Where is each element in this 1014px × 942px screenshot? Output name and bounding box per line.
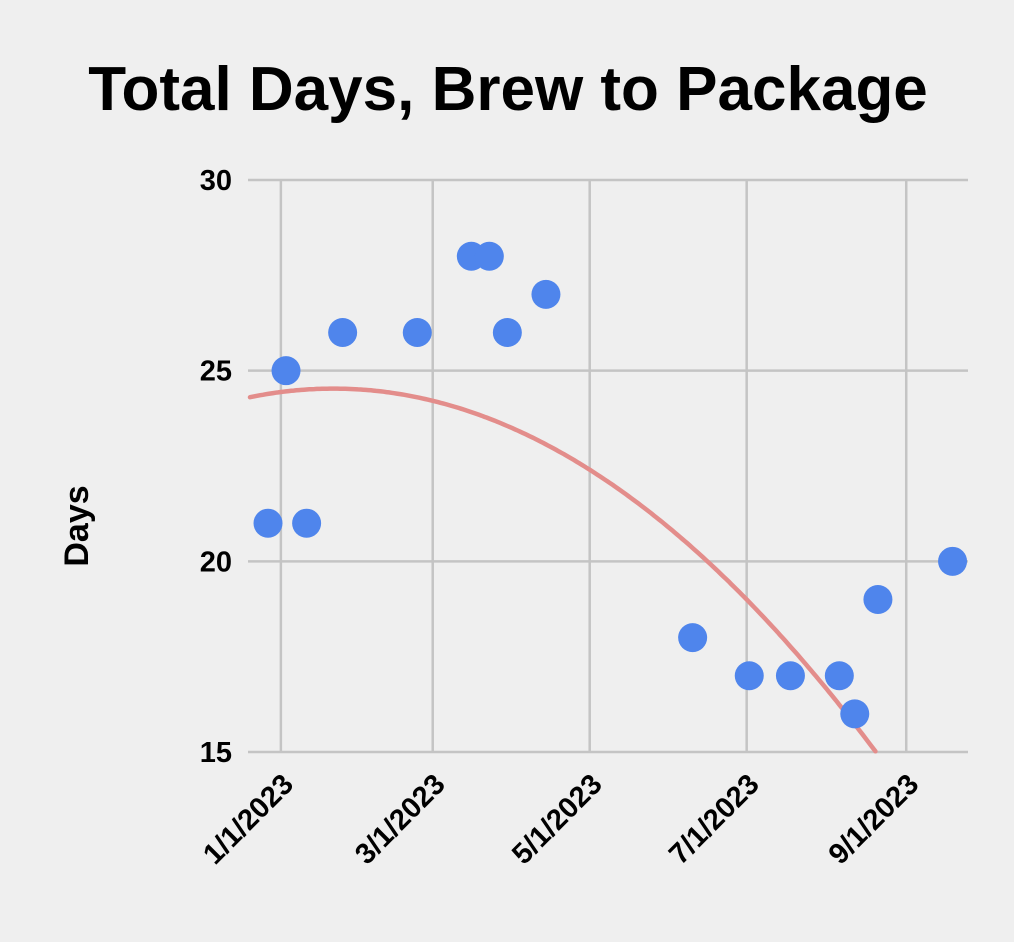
data-point [402, 318, 432, 348]
data-point [474, 241, 504, 271]
y-axis-label: Days [58, 485, 96, 566]
data-point [863, 584, 893, 614]
x-axis-ticks: 1/1/2023 3/1/2023 5/1/2023 7/1/2023 9/1/2023 [197, 768, 925, 870]
data-point [292, 508, 322, 538]
data-point [271, 356, 301, 386]
data-point [824, 661, 854, 691]
y-tick-label: 20 [200, 546, 232, 578]
y-tick-label: 15 [200, 737, 232, 769]
x-tick-label: 7/1/2023 [663, 768, 765, 870]
x-tick-label: 5/1/2023 [506, 768, 608, 870]
y-axis-ticks: 15 20 25 30 [200, 165, 232, 769]
y-tick-label: 30 [200, 165, 232, 197]
data-point [253, 508, 283, 538]
trendline-curve [247, 386, 878, 754]
grid-lines [248, 178, 968, 754]
data-point [734, 661, 764, 691]
data-point [938, 546, 968, 576]
x-tick-label: 9/1/2023 [823, 768, 925, 870]
data-points [253, 241, 968, 729]
data-point [678, 623, 708, 653]
data-point [531, 279, 561, 309]
chart-title: Total Days, Brew to Package [88, 55, 928, 124]
data-point [775, 661, 805, 691]
y-tick-label: 25 [200, 356, 232, 388]
x-tick-label: 3/1/2023 [349, 768, 451, 870]
data-point [328, 318, 358, 348]
trendline [247, 386, 878, 754]
data-point [840, 699, 870, 729]
x-tick-label: 1/1/2023 [197, 768, 299, 870]
data-point [492, 318, 522, 348]
